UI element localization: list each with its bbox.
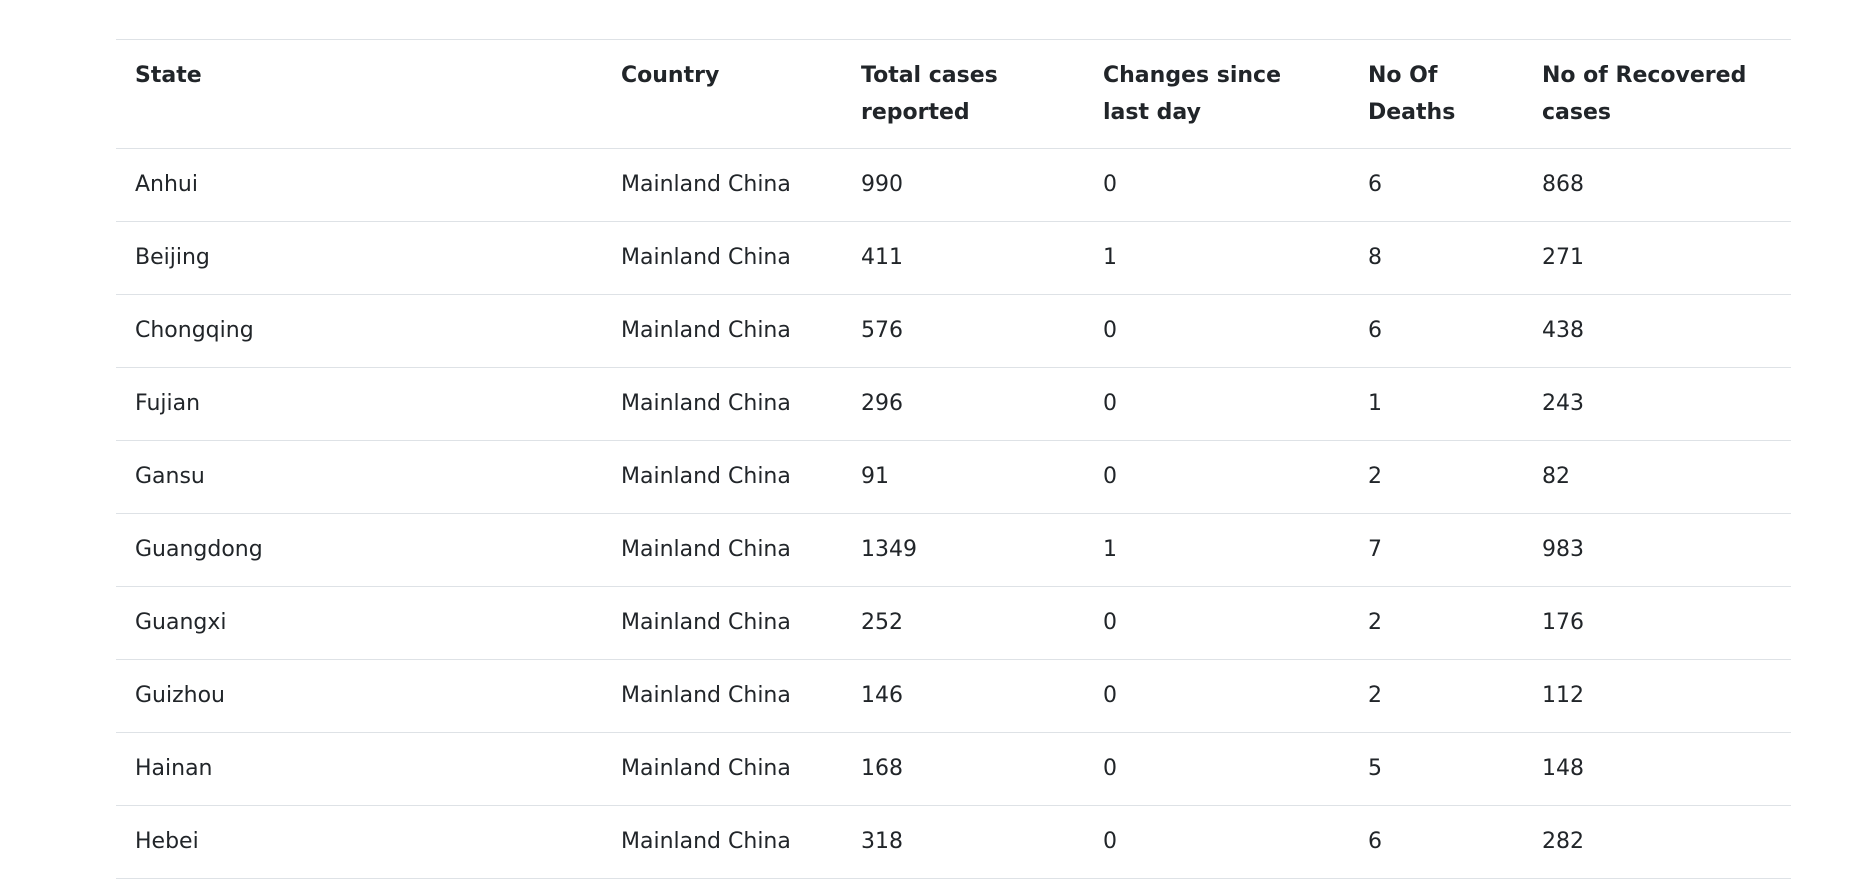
cell-total-cases: 296 xyxy=(861,391,903,416)
cell-country: Mainland China xyxy=(621,610,791,635)
header-changes: Changes since last day xyxy=(1103,63,1281,125)
cases-table-container: State Country Total cases reported Chang… xyxy=(116,39,1791,879)
cell-state: Guizhou xyxy=(135,683,225,708)
cell-country: Mainland China xyxy=(621,172,791,197)
cell-recovered: 271 xyxy=(1542,245,1584,270)
cell-country: Mainland China xyxy=(621,683,791,708)
cell-recovered: 243 xyxy=(1542,391,1584,416)
cell-total-cases: 146 xyxy=(861,683,903,708)
table-row: Hebei Mainland China 318 0 6 282 xyxy=(116,806,1791,879)
cell-changes: 1 xyxy=(1103,537,1117,562)
cell-total-cases: 91 xyxy=(861,464,889,489)
cell-state: Hebei xyxy=(135,829,199,854)
cell-recovered: 438 xyxy=(1542,318,1584,343)
cell-recovered: 176 xyxy=(1542,610,1584,635)
cell-deaths: 8 xyxy=(1368,245,1382,270)
cell-total-cases: 168 xyxy=(861,756,903,781)
header-total-cases: Total cases reported xyxy=(861,63,998,125)
cell-total-cases: 411 xyxy=(861,245,903,270)
cell-changes: 0 xyxy=(1103,464,1117,489)
cell-changes: 0 xyxy=(1103,610,1117,635)
cell-changes: 0 xyxy=(1103,756,1117,781)
cell-changes: 1 xyxy=(1103,245,1117,270)
cell-recovered: 82 xyxy=(1542,464,1570,489)
table-row: Gansu Mainland China 91 0 2 82 xyxy=(116,441,1791,514)
cell-state: Guangxi xyxy=(135,610,227,635)
table-row: Fujian Mainland China 296 0 1 243 xyxy=(116,368,1791,441)
cell-deaths: 2 xyxy=(1368,464,1382,489)
cell-deaths: 1 xyxy=(1368,391,1382,416)
cell-recovered: 112 xyxy=(1542,683,1584,708)
header-state: State xyxy=(135,63,202,88)
cell-country: Mainland China xyxy=(621,756,791,781)
cell-deaths: 2 xyxy=(1368,610,1382,635)
cell-state: Gansu xyxy=(135,464,205,489)
cell-country: Mainland China xyxy=(621,245,791,270)
cell-total-cases: 318 xyxy=(861,829,903,854)
cell-deaths: 6 xyxy=(1368,318,1382,343)
cell-changes: 0 xyxy=(1103,683,1117,708)
cell-state: Guangdong xyxy=(135,537,263,562)
cell-deaths: 5 xyxy=(1368,756,1382,781)
cell-country: Mainland China xyxy=(621,318,791,343)
header-recovered: No of Recovered cases xyxy=(1542,63,1747,125)
table-row: Anhui Mainland China 990 0 6 868 xyxy=(116,149,1791,222)
header-country: Country xyxy=(621,63,720,88)
cell-state: Fujian xyxy=(135,391,201,416)
cell-total-cases: 990 xyxy=(861,172,903,197)
table-row: Guangxi Mainland China 252 0 2 176 xyxy=(116,587,1791,660)
cell-changes: 0 xyxy=(1103,391,1117,416)
cell-changes: 0 xyxy=(1103,318,1117,343)
table-row: Guangdong Mainland China 1349 1 7 983 xyxy=(116,514,1791,587)
cell-state: Hainan xyxy=(135,756,213,781)
cell-country: Mainland China xyxy=(621,464,791,489)
cell-recovered: 868 xyxy=(1542,172,1584,197)
table-row: Chongqing Mainland China 576 0 6 438 xyxy=(116,295,1791,368)
cell-state: Chongqing xyxy=(135,318,254,343)
table-body: Anhui Mainland China 990 0 6 868 Beijing… xyxy=(116,149,1791,879)
cell-recovered: 282 xyxy=(1542,829,1584,854)
cell-country: Mainland China xyxy=(621,537,791,562)
cell-deaths: 2 xyxy=(1368,683,1382,708)
cell-total-cases: 576 xyxy=(861,318,903,343)
header-row: State Country Total cases reported Chang… xyxy=(116,39,1791,149)
cell-changes: 0 xyxy=(1103,829,1117,854)
cell-country: Mainland China xyxy=(621,829,791,854)
table-header: State Country Total cases reported Chang… xyxy=(116,39,1791,149)
table-row: Hainan Mainland China 168 0 5 148 xyxy=(116,733,1791,806)
cell-recovered: 148 xyxy=(1542,756,1584,781)
cell-total-cases: 1349 xyxy=(861,537,917,562)
cell-country: Mainland China xyxy=(621,391,791,416)
cell-changes: 0 xyxy=(1103,172,1117,197)
cell-state: Beijing xyxy=(135,245,210,270)
cell-total-cases: 252 xyxy=(861,610,903,635)
table-row: Beijing Mainland China 411 1 8 271 xyxy=(116,222,1791,295)
header-deaths: No Of Deaths xyxy=(1368,63,1456,125)
cell-deaths: 6 xyxy=(1368,829,1382,854)
table-row: Guizhou Mainland China 146 0 2 112 xyxy=(116,660,1791,733)
cell-recovered: 983 xyxy=(1542,537,1584,562)
cell-state: Anhui xyxy=(135,172,198,197)
cell-deaths: 6 xyxy=(1368,172,1382,197)
cases-table: State Country Total cases reported Chang… xyxy=(116,39,1791,879)
cell-deaths: 7 xyxy=(1368,537,1382,562)
